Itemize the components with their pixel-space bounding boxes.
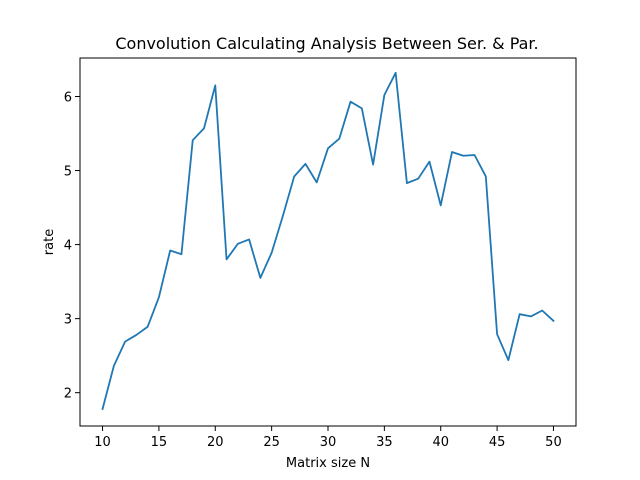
x-tick-label: 40 bbox=[432, 435, 449, 450]
x-tick-label: 35 bbox=[376, 435, 393, 450]
x-axis-label: Matrix size N bbox=[286, 456, 370, 471]
plot-area-frame bbox=[79, 57, 577, 427]
y-tick-label: 4 bbox=[64, 239, 72, 254]
y-tick-label: 6 bbox=[64, 91, 72, 106]
x-tick-label: 15 bbox=[151, 435, 168, 450]
x-tick-label: 25 bbox=[263, 435, 280, 450]
y-tick-label: 5 bbox=[64, 165, 72, 180]
series-line bbox=[101, 71, 555, 411]
y-tick-label: 2 bbox=[64, 387, 72, 402]
chart-title: Convolution Calculating Analysis Between… bbox=[115, 34, 538, 53]
series-layer bbox=[101, 71, 555, 411]
y-tick-label: 3 bbox=[64, 313, 72, 328]
x-tick-label: 45 bbox=[489, 435, 506, 450]
x-tick-label: 10 bbox=[94, 435, 111, 450]
x-tick-label: 30 bbox=[320, 435, 337, 450]
x-tick-label: 20 bbox=[207, 435, 224, 450]
x-tick-label: 50 bbox=[545, 435, 562, 450]
y-axis-label: rate bbox=[42, 229, 57, 255]
